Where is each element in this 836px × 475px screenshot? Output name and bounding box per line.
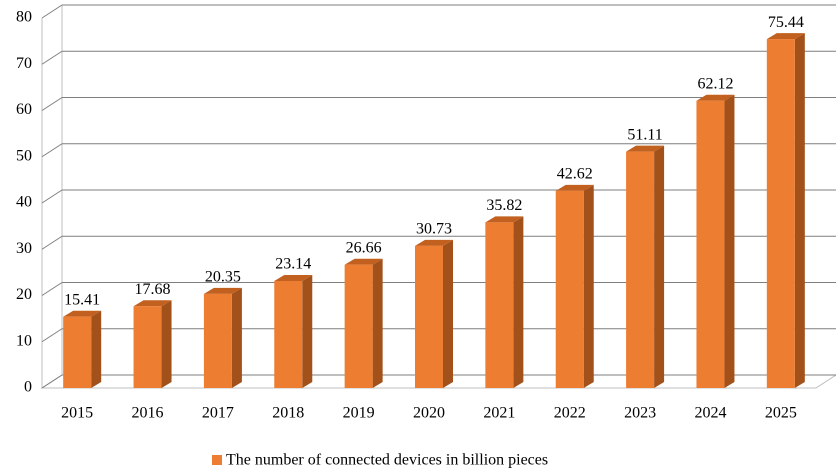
- bar-side: [654, 145, 665, 388]
- y-tick-label: 30: [16, 240, 32, 257]
- grid-line-side: [41, 235, 63, 250]
- bar: [344, 264, 373, 388]
- bar-top: [626, 145, 665, 152]
- bar-side: [302, 274, 313, 388]
- bar-top: [766, 33, 805, 40]
- data-label: 15.41: [64, 291, 100, 308]
- x-tick-label: 2021: [483, 405, 515, 422]
- data-label: 35.82: [486, 197, 522, 214]
- bar: [766, 39, 795, 389]
- x-tick-label: 2025: [765, 405, 797, 422]
- grid-line-side: [41, 328, 63, 343]
- bar-top: [274, 274, 313, 281]
- x-tick-label: 2019: [343, 405, 375, 422]
- data-label: 23.14: [275, 256, 311, 273]
- grid-line-side: [41, 282, 63, 296]
- data-label: 62.12: [697, 75, 733, 92]
- bar-top: [555, 184, 594, 191]
- bar-top: [133, 300, 172, 307]
- y-tick-label: 20: [16, 286, 32, 303]
- bar: [203, 293, 232, 388]
- bar-side: [372, 258, 383, 388]
- bar-side: [443, 239, 453, 388]
- bar-side: [161, 300, 172, 388]
- data-label: 75.44: [768, 14, 804, 31]
- bar: [415, 245, 443, 388]
- bar-top: [415, 239, 453, 246]
- data-label: 17.68: [135, 281, 171, 298]
- bar-top: [485, 216, 524, 223]
- x-tick-label: 2018: [272, 405, 304, 422]
- bar-side: [583, 184, 594, 388]
- bar-top: [203, 287, 242, 294]
- grid-line-side: [41, 50, 63, 65]
- grid-line-side: [41, 374, 63, 389]
- bar: [63, 316, 92, 388]
- x-tick-label: 2020: [413, 405, 445, 422]
- grid-line-side: [41, 189, 63, 204]
- bar: [274, 280, 303, 388]
- grid-line-side: [41, 97, 63, 111]
- bar: [555, 190, 584, 388]
- x-tick-label: 2017: [202, 405, 234, 422]
- y-tick-label: 50: [16, 147, 32, 164]
- bar-side: [231, 287, 242, 388]
- y-tick-label: 10: [16, 332, 32, 349]
- y-tick-label: 0: [24, 379, 32, 396]
- bar-side: [794, 33, 805, 389]
- x-tick-label: 2022: [554, 405, 586, 422]
- bar-top: [696, 94, 735, 101]
- y-tick-label: 80: [16, 9, 32, 26]
- x-tick-label: 2015: [61, 405, 93, 422]
- legend: The number of connected devices in billi…: [212, 452, 548, 469]
- data-label: 30.73: [416, 221, 452, 238]
- legend-swatch: [212, 455, 222, 465]
- y-tick-label: 70: [16, 55, 32, 72]
- data-label: 51.11: [627, 126, 662, 143]
- x-tick-label: 2016: [132, 405, 164, 422]
- legend-label: The number of connected devices in billi…: [226, 452, 548, 469]
- x-tick-label: 2024: [694, 405, 726, 422]
- y-tick-label: 60: [16, 101, 32, 118]
- grid-line-side: [41, 143, 63, 158]
- bar-side: [724, 94, 735, 388]
- data-label: 42.62: [557, 166, 593, 183]
- data-label: 26.66: [346, 239, 382, 256]
- bar: [696, 100, 725, 388]
- bar: [133, 306, 162, 388]
- bar: [626, 151, 655, 388]
- y-tick-label: 40: [16, 194, 32, 211]
- bar-top: [344, 258, 383, 265]
- data-label: 20.35: [205, 269, 241, 286]
- bar-side: [91, 310, 102, 388]
- bar-top: [63, 310, 102, 317]
- x-tick-label: 2023: [624, 405, 656, 422]
- bar-side: [513, 216, 524, 388]
- grid-line-side: [41, 4, 63, 19]
- bar: [485, 222, 514, 388]
